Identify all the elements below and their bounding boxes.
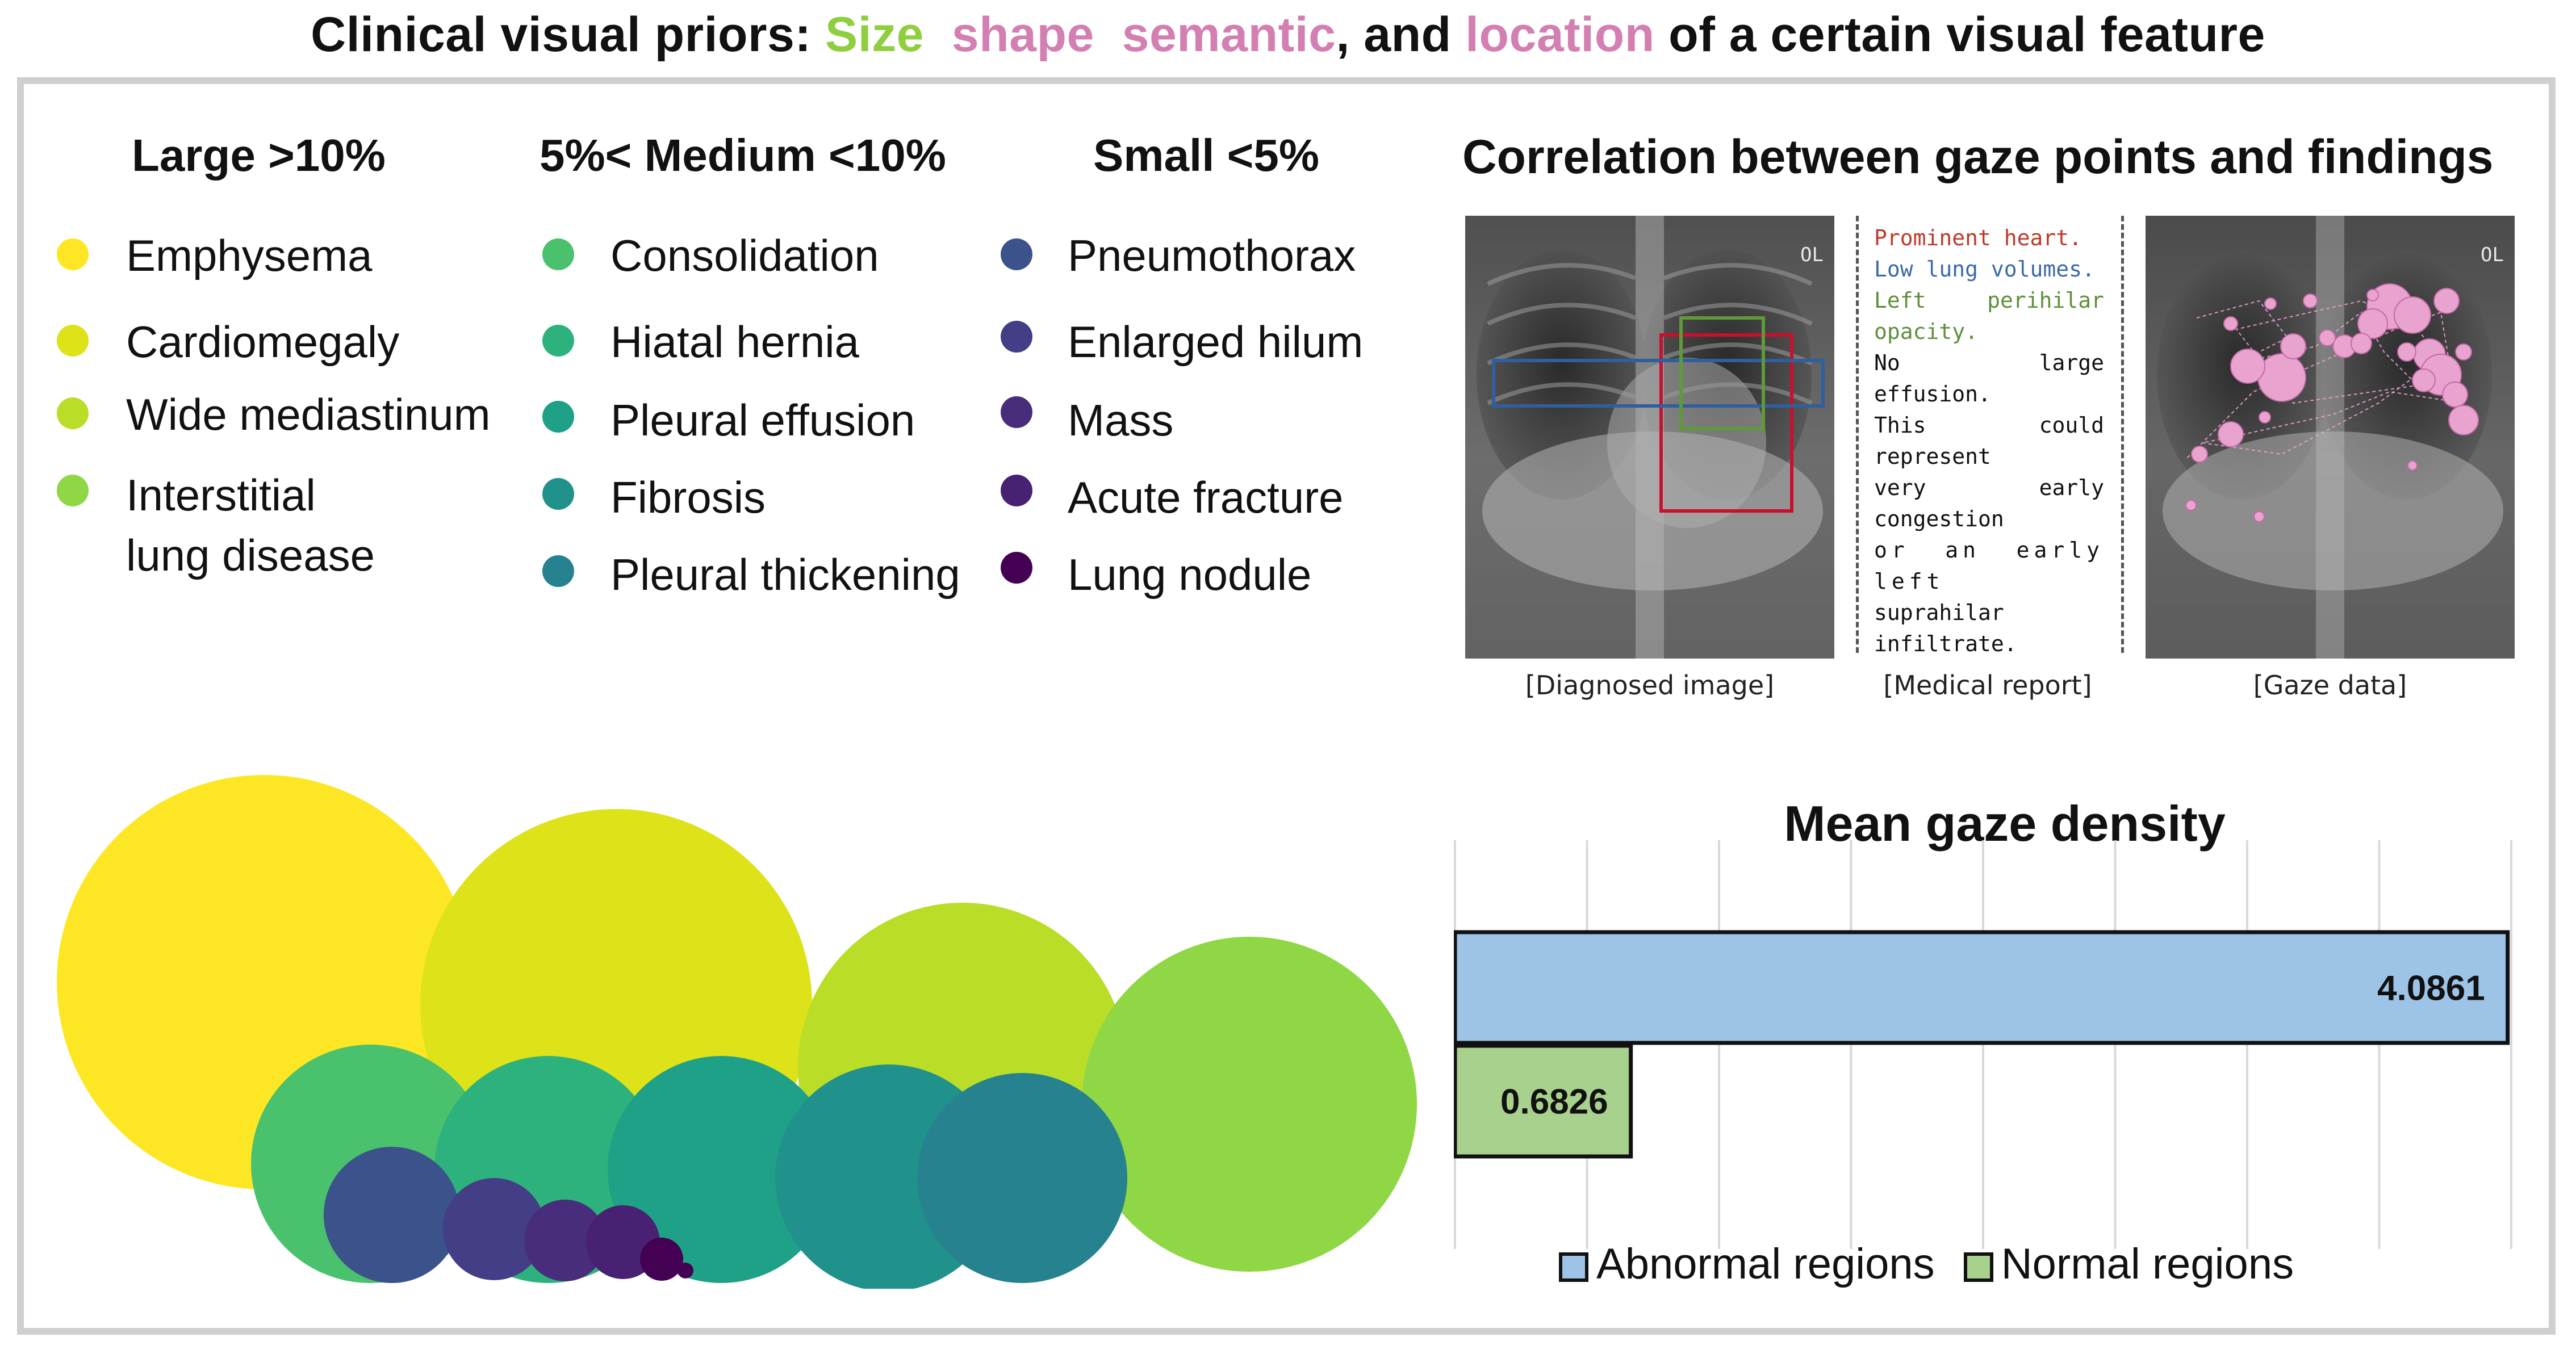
legend-pleural-effusion: Pleural effusion <box>610 395 915 445</box>
bar-value-label-abnormal: 4.0861 <box>2377 969 2485 1008</box>
bar-abnormal <box>1454 930 2510 1045</box>
caption-diagnosed-image: [Diagnosed image] <box>1525 670 1775 701</box>
medical-report: Prominent heart. Low lung volumes. Left … <box>1874 223 2104 660</box>
figure-frame <box>17 77 2556 1335</box>
figure-title: Clinical visual priors: Size shape seman… <box>0 7 2576 63</box>
pleural-effusion-dot <box>542 401 574 433</box>
report-line-1: Prominent heart. <box>1874 225 2082 250</box>
title-and: , and <box>1336 7 1466 62</box>
heading-medium: 5%< Medium <10% <box>540 130 946 181</box>
legend-consolidation: Consolidation <box>610 230 879 280</box>
cardiomegaly-dot <box>57 325 89 357</box>
bar-normal <box>1454 1043 1633 1159</box>
circle-pleural-thickening <box>917 1073 1127 1283</box>
legend-hiatal-hernia: Hiatal hernia <box>610 317 859 367</box>
legend-swatch-abnormal <box>1559 1252 1588 1282</box>
chart-bars <box>1454 930 2510 1159</box>
caption-gaze-data: [Gaze data] <box>2253 670 2407 701</box>
heart-box <box>1659 333 1793 513</box>
legend-label-abnormal: Abnormal regions <box>1596 1240 1935 1288</box>
gaze-data-image: OL <box>2146 216 2515 659</box>
consolidation-dot <box>542 238 574 270</box>
lung-volume-box <box>1492 359 1825 408</box>
caption-medical-report: [Medical report] <box>1883 670 2092 701</box>
report-line-4: No large effusion. <box>1874 350 2104 406</box>
legend-pleural-thickening: Pleural thickening <box>610 550 960 600</box>
legend-swatch-normal <box>1963 1252 1993 1282</box>
svg-text:OL: OL <box>2481 244 2504 266</box>
circle-mass <box>524 1200 606 1281</box>
xray-marker-text: OL <box>1800 244 1824 266</box>
legend-pneumothorax: Pneumothorax <box>1068 230 1356 280</box>
legend-label-normal: Normal regions <box>2001 1240 2294 1288</box>
correlation-title: Correlation between gaze points and find… <box>1462 130 2494 183</box>
bar-value-label-normal: 0.6826 <box>1500 1083 1608 1122</box>
circle-pleural-effusion <box>608 1056 835 1283</box>
title-semantic-word: semantic <box>1122 7 1336 62</box>
legend-enlarged-hilum: Enlarged hilum <box>1068 317 1364 367</box>
hiatal-hernia-dot <box>542 325 574 357</box>
pneumothorax-dot <box>1001 238 1032 270</box>
circle-lung-nodule-2 <box>678 1263 693 1278</box>
circle-lung-nodule-1 <box>640 1238 683 1281</box>
report-line-3: Left perihilar opacity. <box>1874 288 2104 344</box>
title-suffix: of a certain visual feature <box>1654 7 2265 62</box>
fibrosis-dot <box>542 478 574 510</box>
title-prefix: Clinical visual priors: <box>311 7 825 62</box>
chart-legend: Abnormal regions Normal regions <box>1559 1239 2294 1289</box>
separator-right <box>2121 216 2124 653</box>
legend-fibrosis: Fibrosis <box>610 472 766 522</box>
circle-pneumothorax <box>324 1147 460 1283</box>
interstitial-dot <box>57 475 89 506</box>
chart-title: Mean gaze density <box>1784 795 2226 852</box>
acute-fracture-dot <box>1001 475 1032 506</box>
title-size-word: Size <box>825 7 924 62</box>
report-line-5: This could represent <box>1874 413 2104 469</box>
legend-emphysema: Emphysema <box>126 230 373 280</box>
legend-cardiomegaly: Cardiomegaly <box>126 317 400 367</box>
legend-wide-mediastinum: Wide mediastinum <box>126 389 491 439</box>
title-location-word: location <box>1465 7 1655 62</box>
circle-enlarged-hilum <box>443 1178 545 1280</box>
mass-dot <box>1001 396 1032 428</box>
separator-left <box>1856 216 1859 653</box>
heading-small: Small <5% <box>1093 130 1320 181</box>
legend-interstitial: Interstitial <box>126 470 316 520</box>
legend-acute-fracture: Acute fracture <box>1068 472 1344 522</box>
report-line-8: suprahilar infiltrate. <box>1874 600 2017 656</box>
enlarged-hilum-dot <box>1001 321 1032 353</box>
heading-large: Large >10% <box>132 130 386 181</box>
report-line-2: Low lung volumes. <box>1874 257 2095 282</box>
size-circles-diagram <box>57 775 1417 1289</box>
chart-value-labels: 4.0861 0.6826 <box>1500 969 2485 1122</box>
emphysema-dot <box>57 238 89 270</box>
gaze-points <box>2185 283 2479 522</box>
perihilar-opacity-box <box>1679 316 1765 430</box>
wide-mediastinum-dot <box>57 397 89 429</box>
report-line-6: very early congestion <box>1874 475 2104 531</box>
legend-interstitial-line2: lung disease <box>126 530 375 580</box>
pleural-thickening-dot <box>542 555 574 587</box>
report-line-7: or an early left <box>1874 538 2104 594</box>
gaze-density-chart: 4.0861 0.6826 <box>1454 840 2512 1249</box>
circle-interstitial <box>1082 937 1417 1272</box>
lung-nodule-dot <box>1001 552 1032 584</box>
legend-mass: Mass <box>1068 395 1174 445</box>
diagnosed-xray-image: OL <box>1465 216 1834 659</box>
title-shape-word: shape <box>951 7 1094 62</box>
legend-lung-nodule: Lung nodule <box>1068 550 1312 600</box>
